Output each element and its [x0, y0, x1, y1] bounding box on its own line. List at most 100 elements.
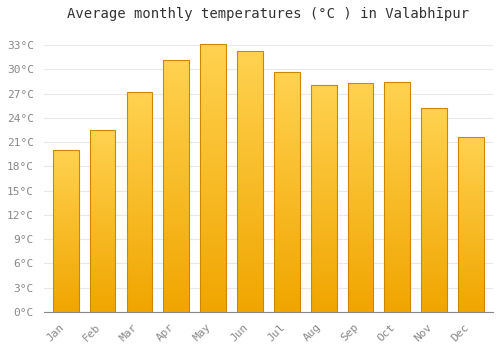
Bar: [164, 85, 189, 88]
Bar: [348, 195, 374, 198]
Bar: [237, 54, 263, 57]
Bar: [421, 292, 447, 294]
Bar: [53, 207, 78, 209]
Bar: [126, 265, 152, 268]
Bar: [384, 88, 410, 91]
Bar: [274, 144, 299, 147]
Bar: [310, 230, 336, 232]
Bar: [348, 235, 374, 238]
Bar: [126, 95, 152, 98]
Bar: [126, 183, 152, 186]
Bar: [90, 280, 116, 282]
Bar: [53, 306, 78, 308]
Bar: [310, 93, 336, 96]
Bar: [164, 299, 189, 302]
Bar: [237, 152, 263, 155]
Bar: [384, 292, 410, 295]
Bar: [53, 278, 78, 280]
Bar: [126, 117, 152, 120]
Bar: [310, 281, 336, 284]
Bar: [458, 310, 484, 312]
Bar: [164, 94, 189, 98]
Bar: [126, 246, 152, 249]
Bar: [458, 296, 484, 299]
Bar: [126, 238, 152, 240]
Bar: [458, 255, 484, 257]
Bar: [274, 177, 299, 180]
Bar: [53, 274, 78, 275]
Bar: [90, 194, 116, 196]
Bar: [90, 189, 116, 191]
Bar: [310, 212, 336, 215]
Bar: [164, 139, 189, 142]
Bar: [53, 156, 78, 159]
Bar: [164, 63, 189, 66]
Bar: [90, 180, 116, 182]
Bar: [384, 249, 410, 252]
Bar: [164, 170, 189, 173]
Bar: [310, 147, 336, 150]
Bar: [200, 188, 226, 191]
Bar: [53, 209, 78, 211]
Bar: [90, 230, 116, 232]
Bar: [348, 249, 374, 252]
Bar: [384, 186, 410, 189]
Bar: [237, 57, 263, 61]
Bar: [384, 252, 410, 254]
Bar: [421, 304, 447, 307]
Bar: [200, 165, 226, 168]
Bar: [421, 113, 447, 116]
Bar: [421, 261, 447, 264]
Bar: [53, 164, 78, 167]
Bar: [421, 129, 447, 131]
Bar: [90, 210, 116, 212]
Bar: [348, 303, 374, 306]
Bar: [237, 279, 263, 282]
Bar: [126, 287, 152, 290]
Bar: [200, 272, 226, 275]
Bar: [200, 172, 226, 175]
Bar: [53, 195, 78, 197]
Bar: [53, 257, 78, 259]
Bar: [348, 115, 374, 118]
Bar: [310, 167, 336, 170]
Bar: [200, 135, 226, 138]
Bar: [200, 64, 226, 68]
Bar: [310, 298, 336, 301]
Bar: [200, 232, 226, 235]
Bar: [53, 170, 78, 173]
Bar: [384, 289, 410, 292]
Bar: [458, 305, 484, 308]
Bar: [53, 308, 78, 310]
Bar: [237, 162, 263, 165]
Bar: [384, 122, 410, 125]
Bar: [53, 221, 78, 223]
Bar: [421, 131, 447, 134]
Bar: [458, 301, 484, 303]
Bar: [164, 230, 189, 233]
Bar: [126, 295, 152, 298]
Bar: [126, 271, 152, 273]
Bar: [274, 246, 299, 249]
Bar: [274, 216, 299, 219]
Bar: [53, 249, 78, 251]
Bar: [421, 233, 447, 236]
Bar: [310, 284, 336, 286]
Bar: [348, 203, 374, 206]
Bar: [126, 172, 152, 175]
Bar: [90, 185, 116, 187]
Bar: [200, 121, 226, 125]
Bar: [200, 78, 226, 81]
Bar: [384, 295, 410, 298]
Bar: [53, 251, 78, 253]
Bar: [421, 159, 447, 162]
Bar: [126, 133, 152, 136]
Bar: [310, 215, 336, 218]
Bar: [348, 89, 374, 92]
Bar: [384, 309, 410, 312]
Bar: [384, 172, 410, 174]
Bar: [90, 219, 116, 221]
Bar: [384, 226, 410, 229]
Bar: [200, 191, 226, 195]
Bar: [200, 182, 226, 185]
